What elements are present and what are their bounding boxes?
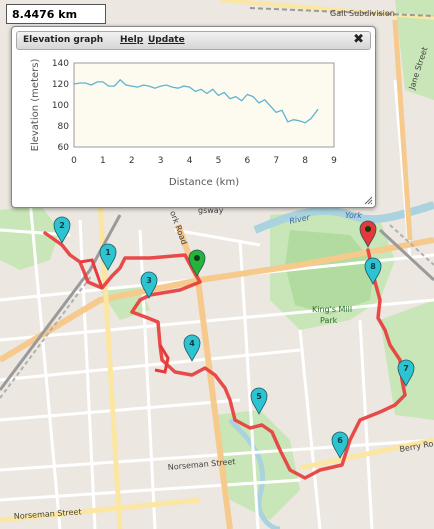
waypoint-marker-5-label: 5: [256, 392, 262, 401]
y-tick-label: 60: [58, 143, 70, 153]
waypoint-marker-1-shape: [99, 243, 117, 271]
x-tick-label: 9: [331, 156, 337, 166]
y-tick-label: 120: [52, 80, 69, 90]
waypoint-marker-2[interactable]: 2: [53, 216, 71, 244]
x-tick-label: 3: [158, 156, 164, 166]
waypoint-marker-8-label: 8: [370, 262, 376, 271]
waypoint-marker-7-label: 7: [403, 364, 409, 373]
elevation-panel[interactable]: Elevation graph Help Update ✖ 60 80 100 120…: [11, 26, 376, 208]
y-tick-label: 80: [58, 122, 70, 132]
river-label-york: York: [345, 211, 362, 220]
elevation-chart: 60 80 100 120 140 0 1 2 3 4 5 6 7 8 9 Distance (km) E…: [30, 59, 337, 188]
waypoint-marker-2-label: 2: [59, 221, 65, 230]
park-label-line2: Park: [320, 316, 338, 325]
resize-handle-icon[interactable]: [363, 195, 373, 205]
route-line[interactable]: [43, 231, 407, 480]
waypoint-marker-4-label: 4: [189, 339, 195, 348]
river: [228, 201, 434, 529]
waypoint-marker-1-label: 1: [105, 248, 111, 257]
x-tick-label: 8: [302, 156, 308, 166]
x-axis-label: Distance (km): [169, 177, 239, 188]
street-label-kingsway: gsway: [198, 206, 224, 215]
waypoint-marker-7-shape: [397, 359, 415, 387]
waypoint-marker-6-shape: [331, 431, 349, 459]
end-marker-dot: [365, 226, 371, 232]
waypoint-marker-6[interactable]: 6: [331, 431, 349, 459]
start-marker-dot: [194, 255, 200, 261]
waypoint-marker-1[interactable]: 1: [99, 243, 117, 271]
update-link[interactable]: Update: [148, 35, 185, 45]
waypoint-marker-7[interactable]: 7: [397, 359, 415, 387]
waypoint-marker-4-shape: [183, 334, 201, 362]
waypoint-marker-3-shape: [140, 271, 158, 299]
waypoint-marker-8-shape: [364, 257, 382, 285]
close-icon[interactable]: ✖: [353, 32, 364, 47]
park-label-line1: King's Mill: [312, 305, 352, 314]
elevation-panel-header[interactable]: Elevation graph Help Update ✖: [16, 31, 371, 50]
route-markers: 1 2 3 4 5 6 7 8: [53, 216, 415, 459]
elevation-series-line: [73, 78, 319, 124]
distance-readout: 8.4476 km: [6, 4, 106, 24]
x-tick-label: 7: [273, 156, 279, 166]
start-marker-shape: [188, 249, 206, 277]
waypoint-marker-6-label: 6: [337, 436, 343, 445]
waypoint-marker-3[interactable]: 3: [140, 271, 158, 299]
waypoint-marker-2-shape: [53, 216, 71, 244]
route-loop: [79, 258, 104, 289]
river-label: River: [289, 213, 312, 226]
x-axis-ticks: 0 1 2 3 4 5 6 7 8 9: [71, 156, 337, 166]
end-marker[interactable]: [359, 220, 377, 248]
x-tick-label: 1: [100, 156, 106, 166]
x-tick-label: 2: [129, 156, 135, 166]
rail-lines: [0, 7, 434, 399]
start-marker[interactable]: [188, 249, 206, 277]
chart-plot-area: [73, 62, 335, 148]
waypoint-marker-8[interactable]: 8: [364, 257, 382, 285]
x-tick-label: 4: [187, 156, 193, 166]
x-tick-label: 5: [216, 156, 222, 166]
end-marker-shape: [359, 220, 377, 248]
y-tick-label: 140: [52, 59, 69, 69]
street-label-galt-subdivision: Galt Subdivision: [330, 9, 395, 18]
elevation-panel-title: Elevation graph: [23, 35, 104, 45]
waypoint-marker-3-label: 3: [146, 276, 152, 285]
y-axis-ticks: 60 80 100 120 140: [52, 59, 69, 153]
waypoint-marker-4[interactable]: 4: [183, 334, 201, 362]
route-loop-2: [154, 344, 170, 374]
waypoint-marker-5-shape: [250, 387, 268, 415]
y-axis-label: Elevation (meters): [30, 59, 41, 152]
waypoint-marker-5[interactable]: 5: [250, 387, 268, 415]
y-tick-label: 100: [52, 101, 69, 111]
help-link[interactable]: Help: [120, 35, 144, 45]
x-tick-label: 0: [71, 156, 77, 166]
x-tick-label: 6: [244, 156, 250, 166]
